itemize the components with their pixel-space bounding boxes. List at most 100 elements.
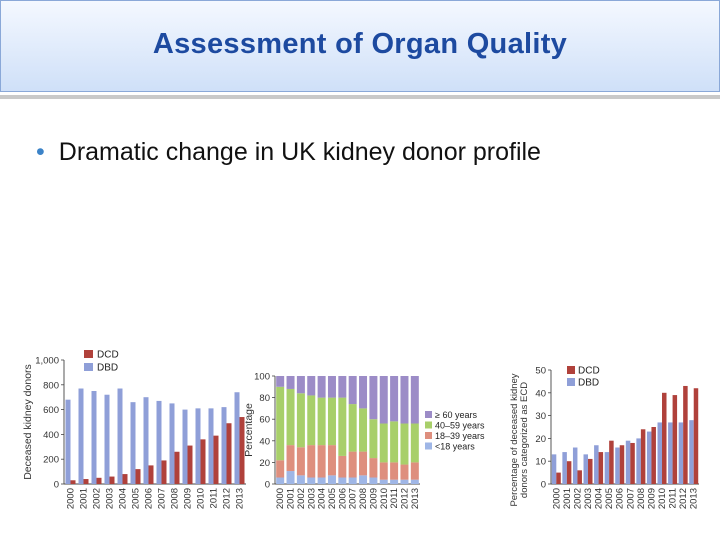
bar-age-60plus (369, 376, 378, 420)
bar-dcd (122, 474, 128, 484)
x-tick-label: 2000 (275, 488, 286, 509)
x-tick-label: 2001 (286, 488, 297, 509)
bar-dcd (683, 385, 688, 484)
chart-donor-age: 0 20 40 60 80 100 2000 2001 2002 2003 2004 2005 2006… (243, 372, 485, 510)
bar-age-60plus (348, 376, 357, 405)
x-tick-label: 2007 (348, 488, 359, 509)
bar-dbd (551, 454, 557, 484)
bar-age-40-59 (317, 397, 326, 446)
x-tick-label: 2011 (209, 488, 220, 508)
bar-dbd (65, 399, 71, 484)
x-tick-label: 2004 (594, 488, 605, 509)
bar-dbd (156, 400, 162, 484)
x-tick-label: 2006 (144, 488, 155, 509)
legend-swatch-dcd (567, 366, 575, 374)
y-axis-label: Deceased kidney donors (22, 364, 34, 480)
bar-age-under18 (327, 475, 336, 484)
x-tick-label: 2009 (646, 488, 657, 509)
x-tick-label: 2012 (678, 488, 689, 509)
bar-dbd (208, 408, 214, 484)
bar-dcd (96, 477, 102, 484)
bar-dbd (625, 440, 631, 484)
y-tick-label: 800 (43, 380, 59, 391)
x-tick-label: 2001 (79, 488, 90, 509)
bar-dbd (195, 408, 201, 484)
bar-age-40-59 (369, 419, 378, 459)
bar-dbd (657, 422, 663, 484)
bar-age-40-59 (296, 393, 305, 448)
x-tick-label: 2003 (105, 488, 116, 509)
bar-age-18-39 (307, 445, 316, 478)
bar-age-40-59 (359, 408, 368, 452)
bar-dcd (148, 465, 154, 484)
bar-dcd (588, 458, 593, 484)
legend-under18-swatch (425, 442, 432, 450)
x-tick-label: 2013 (235, 488, 246, 509)
bar-age-18-39 (348, 451, 357, 478)
bar-age-18-39 (379, 462, 388, 480)
bar-age-60plus (338, 376, 347, 398)
bar-age-under18 (379, 479, 388, 484)
bar-dcd (693, 388, 699, 484)
bar-age-under18 (296, 475, 305, 484)
bar-age-18-39 (296, 447, 305, 476)
bar-age-60plus (307, 376, 316, 396)
bar-age-18-39 (410, 462, 419, 480)
legend-18-39-swatch (425, 432, 432, 439)
bar-dcd (662, 392, 667, 484)
x-tick-label: 2002 (92, 488, 103, 509)
y-axis-label-line1: Percentage of deceased kidney (509, 373, 520, 506)
legend-60plus-swatch (425, 411, 432, 418)
x-tick-label: 2012 (222, 488, 233, 509)
y-tick-label: 40 (535, 388, 546, 399)
bar-age-18-39 (276, 460, 285, 478)
bar-age-18-39 (400, 464, 409, 480)
x-tick-label: 2006 (337, 488, 348, 509)
bullet-dot-icon: • (36, 138, 45, 166)
y-tick-label: 100 (254, 372, 270, 383)
bar-age-60plus (359, 376, 368, 409)
legend-swatch-dbd (84, 363, 93, 371)
legend-40-59-swatch (425, 421, 432, 429)
bar-age-under18 (348, 477, 357, 484)
x-tick-label: 2002 (296, 488, 307, 509)
bar-age-under18 (410, 479, 419, 484)
legend-swatch-dbd (567, 378, 575, 386)
y-tick-label: 1,000 (35, 356, 59, 367)
y-axis-label-line2: donors categorized as ECD (519, 382, 530, 498)
bar-dcd (556, 472, 561, 484)
bar-dcd (226, 423, 232, 484)
bar-age-40-59 (286, 388, 295, 446)
bar-age-40-59 (276, 386, 285, 461)
y-tick-label: 60 (259, 415, 270, 426)
x-tick-label: 2004 (317, 488, 328, 509)
bar-dbd (169, 403, 175, 484)
bar-dbd (689, 420, 694, 484)
bar-dbd (104, 394, 110, 484)
x-tick-label: 2005 (131, 488, 142, 509)
bar-age-18-39 (359, 451, 368, 476)
x-tick-label: 2003 (306, 488, 317, 509)
y-tick-label: 0 (54, 480, 59, 491)
bar-dbd (604, 452, 610, 484)
bar-age-60plus (379, 376, 388, 424)
y-tick-label: 0 (265, 480, 270, 491)
bar-age-60plus (410, 376, 419, 424)
y-tick-label: 40 (259, 436, 270, 447)
bar-dcd (135, 469, 141, 484)
bar-dbd (182, 409, 188, 484)
bar-dcd (630, 442, 635, 484)
bar-age-18-39 (369, 458, 378, 478)
bar-dcd (566, 461, 572, 484)
bar-dcd (598, 452, 604, 484)
bar-age-under18 (390, 479, 399, 484)
bar-age-18-39 (338, 455, 347, 478)
x-tick-label: 2008 (170, 488, 181, 509)
bar-dcd (619, 445, 625, 484)
bar-age-40-59 (307, 395, 316, 446)
bar-dcd (161, 460, 167, 484)
x-tick-label: 2002 (572, 488, 583, 509)
bar-dcd (239, 417, 245, 484)
